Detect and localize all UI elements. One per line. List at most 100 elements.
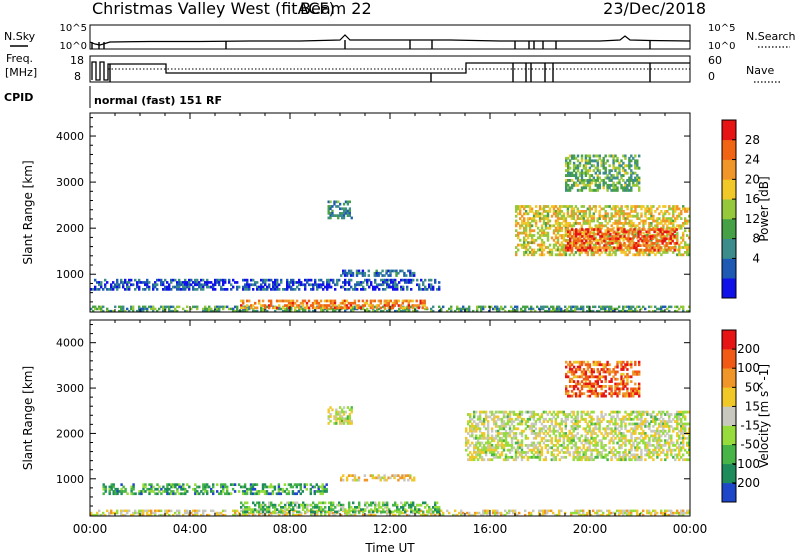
echo-cell xyxy=(576,415,579,419)
echo-cell xyxy=(570,511,573,515)
echo-cell xyxy=(668,305,671,309)
echo-cell xyxy=(504,309,507,313)
echo-cell xyxy=(550,509,553,513)
echo-cell xyxy=(574,448,577,452)
echo-cell xyxy=(240,513,243,517)
echo-cell xyxy=(566,309,569,313)
echo-cell xyxy=(358,283,361,287)
echo-cell xyxy=(262,508,265,511)
echo-cell xyxy=(548,224,552,228)
echo-cell xyxy=(245,492,249,496)
echo-cell xyxy=(604,219,607,223)
echo-cell xyxy=(262,503,265,507)
echo-cell xyxy=(576,169,580,173)
echo-cell xyxy=(610,224,613,228)
echo-cell xyxy=(473,444,476,447)
echo-cell xyxy=(387,269,390,273)
echo-cell xyxy=(170,278,173,282)
echo-cell xyxy=(586,429,589,433)
echo-cell xyxy=(568,159,572,163)
echo-cell xyxy=(594,243,597,247)
echo-cell xyxy=(590,453,593,457)
echo-cell xyxy=(142,281,145,284)
echo-cell xyxy=(210,307,213,311)
echo-cell xyxy=(577,232,580,236)
echo-cell xyxy=(322,501,325,505)
echo-cell xyxy=(650,214,653,218)
echo-cell xyxy=(114,283,117,287)
echo-cell xyxy=(200,285,203,289)
echo-cell xyxy=(530,425,534,428)
echo-cell xyxy=(584,186,588,190)
echo-cell xyxy=(548,243,552,247)
echo-cell xyxy=(264,283,267,287)
echo-cell xyxy=(584,441,587,445)
echo-cell xyxy=(386,283,389,287)
echo-cell xyxy=(556,429,559,433)
echo-cell xyxy=(590,241,593,245)
echo-cell xyxy=(270,511,273,515)
echo-cell xyxy=(357,478,361,482)
echo-cell xyxy=(411,306,414,310)
echo-cell xyxy=(206,483,209,486)
echo-cell xyxy=(580,174,584,177)
echo-cell xyxy=(152,288,155,291)
echo-cell xyxy=(558,248,562,252)
echo-cell xyxy=(554,448,557,452)
echo-cell xyxy=(530,448,534,452)
echo-cell xyxy=(98,283,101,287)
echo-cell xyxy=(622,305,625,309)
echo-cell xyxy=(678,214,681,218)
echo-cell xyxy=(90,511,93,515)
echo-cell xyxy=(309,487,312,491)
echo-cell xyxy=(686,309,689,313)
echo-cell xyxy=(588,181,592,185)
echo-cell xyxy=(202,485,205,489)
echo-cell xyxy=(484,451,488,454)
echo-cell xyxy=(570,305,573,309)
echo-cell xyxy=(572,214,576,218)
echo-cell xyxy=(315,306,319,310)
echo-cell xyxy=(154,509,157,513)
echo-cell xyxy=(645,246,648,250)
echo-cell xyxy=(668,509,671,513)
echo-cell xyxy=(502,434,506,438)
echo-cell xyxy=(638,186,641,190)
echo-cell xyxy=(674,236,677,240)
echo-cell xyxy=(355,306,359,310)
echo-cell xyxy=(194,513,197,517)
echo-cell xyxy=(540,234,544,237)
echo-cell xyxy=(351,271,355,275)
echo-cell xyxy=(216,305,219,309)
echo-cell xyxy=(218,492,221,496)
echo-cell xyxy=(588,458,591,462)
echo-cell xyxy=(558,436,561,440)
echo-cell xyxy=(490,427,494,431)
echo-cell xyxy=(642,253,645,257)
echo-cell xyxy=(332,503,335,507)
echo-cell xyxy=(528,226,532,230)
echo-cell xyxy=(482,432,486,435)
y-axis-title: Slant Range [km] xyxy=(21,160,35,264)
echo-cell xyxy=(256,306,259,310)
echo-cell xyxy=(574,422,577,426)
echo-cell xyxy=(438,309,441,313)
echo-cell xyxy=(572,174,576,177)
echo-cell xyxy=(448,511,451,515)
echo-cell xyxy=(102,309,105,313)
echo-cell xyxy=(416,283,419,287)
echo-cell xyxy=(530,309,533,313)
echo-cell xyxy=(610,174,613,177)
echo-cell xyxy=(594,181,597,185)
echo-cell xyxy=(580,410,583,414)
echo-cell xyxy=(110,509,113,513)
echo-cell xyxy=(246,513,249,517)
echo-cell xyxy=(684,229,687,233)
echo-cell xyxy=(506,448,510,452)
echo-cell xyxy=(418,285,421,289)
echo-cell xyxy=(598,309,601,313)
echo-cell xyxy=(560,226,564,230)
echo-cell xyxy=(518,413,522,416)
echo-cell xyxy=(598,217,601,220)
echo-cell xyxy=(597,232,600,236)
